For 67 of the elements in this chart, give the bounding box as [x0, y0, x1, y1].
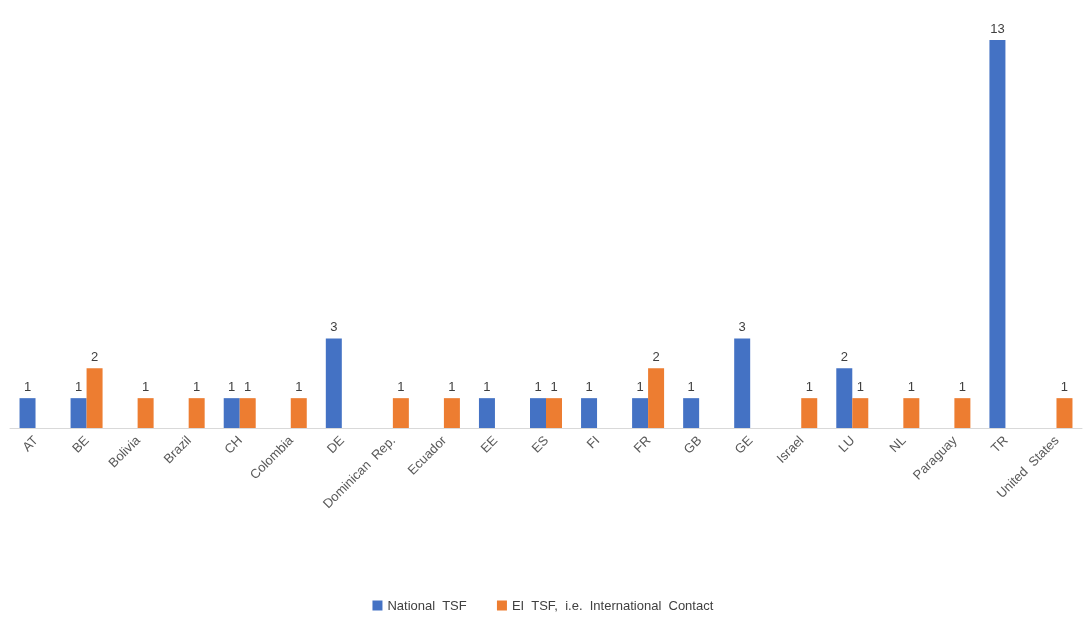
data-label: 1 — [142, 379, 150, 395]
bar — [1056, 398, 1073, 428]
data-label: 1 — [244, 379, 252, 395]
bar — [239, 398, 256, 428]
bar — [70, 398, 87, 428]
data-label: 2 — [840, 349, 848, 365]
x-tick-label: FI — [583, 432, 603, 452]
bar — [290, 398, 307, 428]
bar — [734, 338, 751, 428]
bar — [86, 368, 103, 428]
data-label: 1 — [958, 379, 966, 395]
data-label: 1 — [23, 379, 32, 395]
x-tick-label: LU — [835, 432, 858, 456]
data-label: 1 — [805, 379, 813, 395]
data-label: 1 — [295, 379, 303, 395]
data-label: 1 — [1060, 379, 1069, 395]
data-label: 1 — [193, 379, 201, 395]
bar — [852, 398, 869, 428]
data-label: 1 — [585, 379, 593, 395]
data-label: 1 — [636, 379, 644, 395]
bar — [836, 368, 853, 428]
bar — [137, 398, 154, 428]
bar — [954, 398, 971, 428]
bar — [478, 398, 495, 428]
bar — [546, 398, 562, 428]
legend-label: National TSF — [387, 598, 467, 613]
data-label: 1 — [687, 379, 695, 395]
data-label: 2 — [90, 349, 99, 365]
bar — [903, 398, 920, 428]
x-tick-label: GE — [731, 432, 756, 457]
x-tick-label: ES — [528, 432, 552, 456]
bar — [223, 398, 240, 428]
data-label: 3 — [330, 319, 338, 335]
data-label: 1 — [448, 379, 456, 395]
bar — [989, 40, 1006, 428]
data-label: 1 — [907, 379, 915, 395]
bar — [530, 398, 546, 428]
bar — [632, 398, 649, 428]
x-tick-label: AT — [19, 432, 41, 455]
x-tick-label: CH — [221, 432, 246, 457]
data-label: 1 — [397, 379, 405, 395]
bar — [443, 398, 460, 428]
data-label: 1 — [228, 379, 236, 395]
data-label: 1 — [534, 379, 542, 395]
x-tick-label: BE — [69, 432, 93, 456]
data-label: 1 — [856, 379, 864, 395]
x-tick-label: NL — [886, 432, 909, 456]
bar — [188, 398, 205, 428]
data-label: 2 — [652, 349, 660, 365]
data-label: 1 — [483, 379, 491, 395]
data-label: 1 — [74, 379, 83, 395]
x-tick-label: TR — [987, 432, 1011, 456]
data-label: 13 — [990, 21, 1005, 36]
bar — [648, 368, 665, 428]
bar — [581, 398, 598, 428]
x-tick-label: FR — [630, 432, 654, 456]
legend-label: EI TSF, i.e. International Contact — [511, 598, 714, 613]
data-label: 3 — [738, 319, 746, 335]
x-tick-label: EE — [477, 432, 501, 456]
bar — [801, 398, 818, 428]
data-label: 1 — [550, 379, 558, 395]
bar — [683, 398, 700, 428]
x-tick-label: GB — [680, 432, 705, 457]
bar — [392, 398, 409, 428]
x-tick-label: DE — [323, 432, 348, 457]
bar — [19, 398, 36, 428]
bar — [325, 338, 342, 428]
